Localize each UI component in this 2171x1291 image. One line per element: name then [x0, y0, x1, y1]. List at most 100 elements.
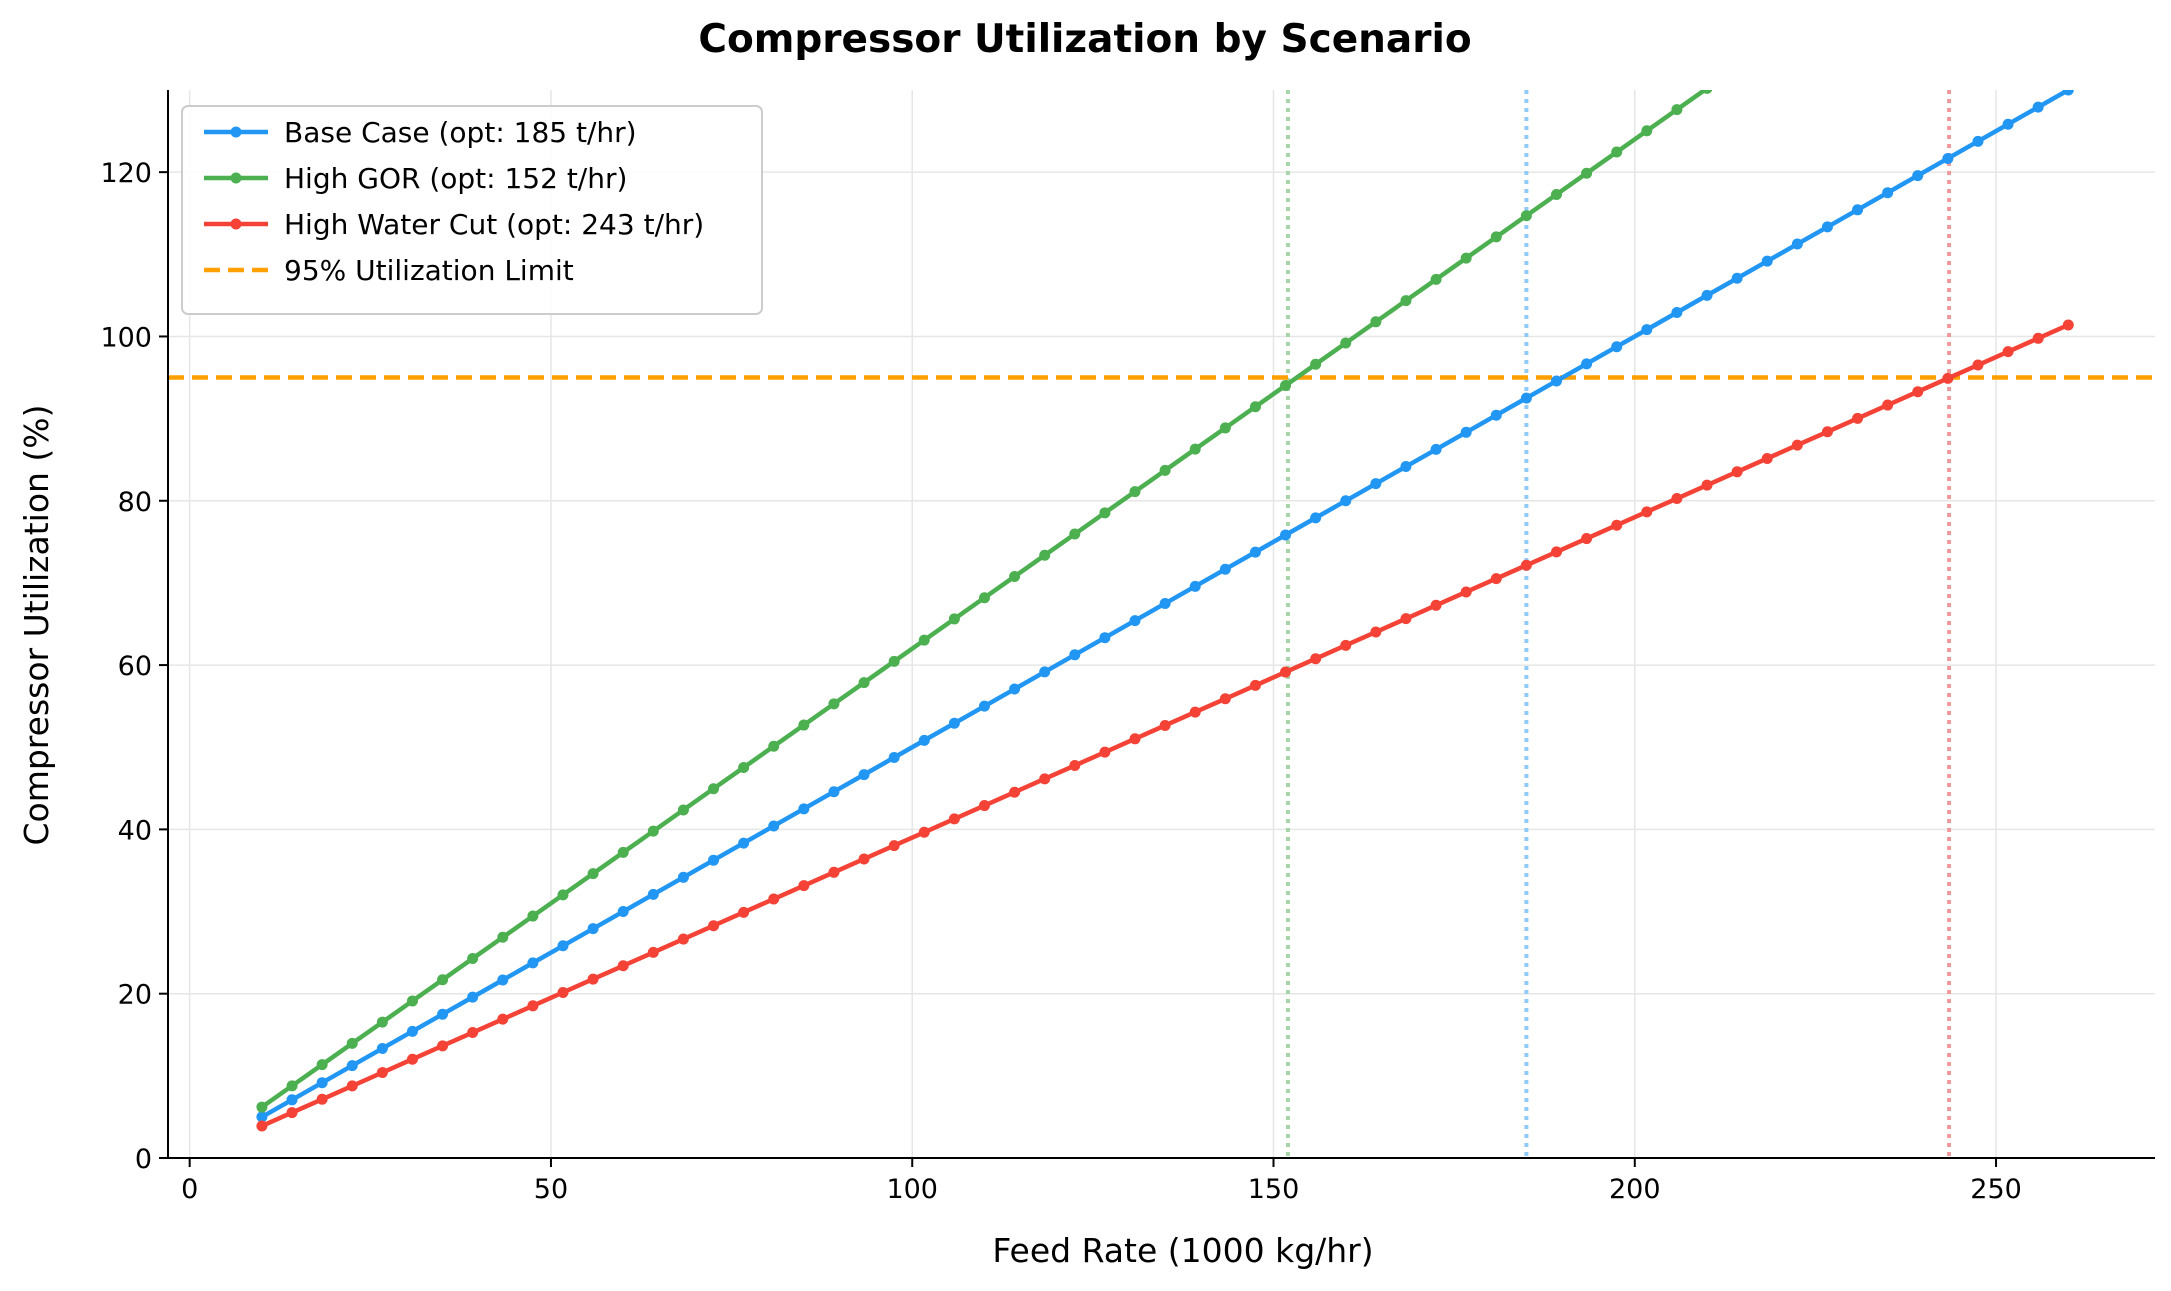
data-point: [1280, 529, 1292, 541]
data-point: [1009, 786, 1021, 798]
data-point: [1852, 204, 1864, 216]
data-point: [437, 1008, 449, 1020]
data-point: [1731, 272, 1743, 284]
data-point: [1430, 443, 1442, 455]
data-point: [1581, 533, 1593, 545]
data-point: [828, 698, 840, 710]
data-point: [798, 803, 810, 815]
data-point: [1701, 479, 1713, 491]
data-point: [1249, 679, 1261, 691]
data-point: [286, 1080, 298, 1092]
y-tick-label: 100: [100, 322, 152, 353]
data-point: [557, 889, 569, 901]
data-point: [948, 613, 960, 625]
data-point: [798, 719, 810, 731]
data-point: [1761, 452, 1773, 464]
data-point: [1731, 466, 1743, 478]
data-point: [527, 957, 539, 969]
data-point: [918, 826, 930, 838]
data-point: [497, 974, 509, 986]
data-point: [1460, 252, 1472, 264]
data-point: [1310, 358, 1322, 370]
data-point: [1340, 639, 1352, 651]
y-tick-label: 0: [135, 1144, 152, 1175]
data-point: [1159, 597, 1171, 609]
data-point: [1671, 307, 1683, 318]
data-point: [1219, 563, 1231, 575]
data-point: [2032, 101, 2044, 113]
data-point: [376, 1042, 388, 1054]
data-point: [647, 888, 659, 900]
data-point: [557, 940, 569, 952]
data-point: [1310, 512, 1322, 524]
data-point: [256, 1120, 268, 1132]
data-point: [346, 1060, 358, 1072]
data-point: [677, 871, 689, 883]
data-point: [1791, 238, 1803, 250]
data-point: [1821, 221, 1833, 233]
y-tick-label: 80: [118, 487, 152, 518]
legend-marker: [230, 218, 242, 230]
data-point: [437, 1040, 449, 1052]
data-point: [1009, 570, 1021, 582]
x-tick-label: 50: [534, 1174, 568, 1205]
x-axis-ticks: 0 50 100 150 200 250: [181, 1158, 2022, 1205]
data-point: [1189, 706, 1201, 718]
chart-title: Compressor Utilization by Scenario: [698, 17, 1471, 62]
data-point: [316, 1093, 328, 1105]
y-axis-label: Compressor Utilization (%): [17, 404, 56, 845]
data-point: [587, 868, 599, 880]
data-point: [1912, 170, 1924, 182]
data-point: [1340, 337, 1352, 349]
legend-box: [181, 105, 763, 315]
data-point: [587, 923, 599, 935]
data-point: [948, 813, 960, 825]
legend-label: Base Case (opt: 185 t/hr): [284, 116, 637, 149]
data-point: [406, 995, 418, 1007]
data-point: [1671, 493, 1683, 505]
data-point: [647, 825, 659, 837]
series: [256, 90, 1713, 1113]
data-point: [1129, 733, 1141, 745]
data-point: [1099, 746, 1111, 758]
data-point: [768, 893, 780, 905]
x-tick-label: 200: [1609, 1174, 1661, 1205]
data-point: [738, 906, 750, 918]
data-point: [1129, 615, 1141, 627]
data-point: [1520, 559, 1532, 571]
data-point: [708, 783, 720, 795]
data-point: [286, 1094, 298, 1106]
data-point: [2062, 319, 2074, 331]
data-point: [1520, 210, 1532, 222]
data-point: [1009, 683, 1021, 695]
data-point: [467, 953, 479, 965]
data-point: [888, 840, 900, 852]
y-axis-ticks: 0 20 40 60 80 100 120: [100, 158, 168, 1175]
data-point: [316, 1077, 328, 1089]
y-tick-label: 20: [118, 980, 152, 1011]
data-point: [1550, 188, 1562, 200]
series: [256, 319, 2074, 1132]
data-point: [1460, 586, 1472, 598]
data-point: [677, 804, 689, 816]
data-point: [1641, 506, 1653, 518]
data-point: [888, 655, 900, 667]
x-tick-label: 0: [181, 1174, 198, 1205]
data-point: [1219, 693, 1231, 705]
data-point: [2002, 118, 2014, 130]
data-point: [918, 634, 930, 646]
data-point: [1641, 324, 1653, 336]
data-point: [1882, 187, 1894, 199]
data-point: [316, 1059, 328, 1071]
data-point: [1039, 666, 1051, 678]
data-point: [1400, 613, 1412, 625]
x-tick-label: 250: [1970, 1174, 2022, 1205]
data-point: [1550, 546, 1562, 558]
data-point: [738, 837, 750, 849]
data-point: [768, 740, 780, 752]
data-point: [1882, 399, 1894, 411]
data-point: [1490, 409, 1502, 421]
data-point: [1611, 146, 1623, 158]
data-point: [346, 1037, 358, 1049]
data-point: [1129, 486, 1141, 498]
